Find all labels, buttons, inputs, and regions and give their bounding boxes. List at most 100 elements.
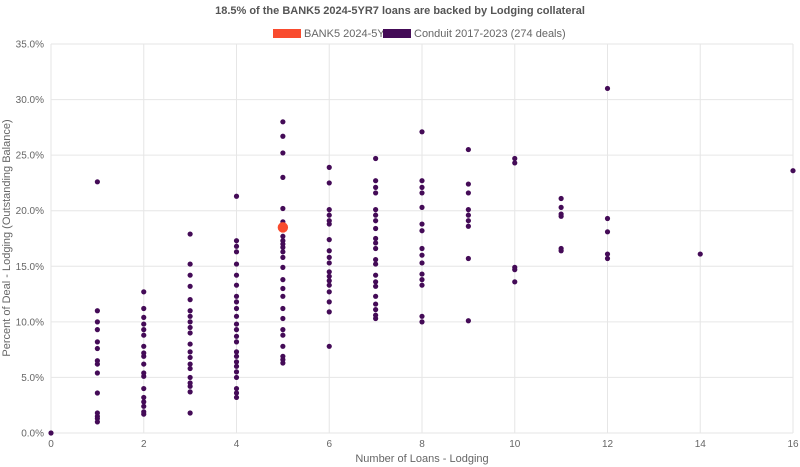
data-point-conduit [141,353,147,359]
data-point-conduit [141,327,147,333]
data-point-conduit [326,221,332,227]
data-point-conduit [326,278,332,284]
data-point-conduit [233,339,240,345]
data-point-conduit [373,301,379,307]
data-point-conduit [233,363,240,369]
data-point-conduit [187,324,193,331]
data-point-conduit [233,359,240,365]
data-point-conduit [233,394,240,401]
data-point-conduit [187,349,193,355]
data-point-conduit [233,313,240,319]
data-point-conduit [373,245,379,252]
data-point-conduit [465,181,471,187]
data-point-conduit [141,361,147,367]
data-point-conduit [465,218,471,224]
data-point-conduit [326,282,332,288]
x-tick-label: 4 [234,439,240,450]
y-tick-label: 25.0% [16,151,44,162]
data-point-conduit [187,297,193,303]
data-point-conduit [187,308,193,314]
data-point-conduit [373,207,379,213]
data-point-conduit [280,244,286,250]
data-point-conduit [373,178,379,184]
data-point-conduit [94,179,100,185]
data-point-conduit [141,394,147,401]
data-point-conduit [373,307,379,313]
y-tick-label: 10.0% [16,317,44,328]
legend-label-bank5: BANK5 2024-5YR7 [304,28,399,40]
data-point-conduit [465,190,471,196]
data-point-conduit [419,313,425,319]
data-point-conduit [280,360,286,366]
data-point-conduit [141,305,147,312]
data-point-conduit [512,279,518,285]
data-point-conduit [48,430,54,436]
data-point-conduit [326,343,332,349]
data-point-conduit [326,299,332,305]
data-point-conduit [326,237,332,243]
data-point-conduit [697,251,703,257]
data-point-conduit [280,119,286,125]
data-point-conduit [233,390,240,396]
data-point-conduit [141,332,147,338]
series-bank5 [277,222,289,233]
x-axis-ticks: 0 2 4 6 8 10 12 14 16 [48,439,799,450]
data-point-conduit [141,399,147,405]
data-point-conduit [558,195,564,202]
data-point-conduit [187,330,193,336]
data-point-conduit [233,374,240,381]
data-point-conduit [94,339,100,345]
data-point-conduit [419,252,425,258]
data-point-conduit [419,260,425,266]
x-tick-label: 2 [141,439,147,450]
data-point-conduit [141,373,147,379]
data-point-conduit [280,174,286,180]
data-point-conduit [604,229,611,235]
data-point-conduit [233,385,240,392]
legend: BANK5 2024-5YR7 Conduit 2017-2023 (274 d… [273,28,566,40]
data-point-conduit [187,389,193,395]
data-point-conduit [233,333,240,339]
data-point-conduit [419,178,425,184]
data-point-conduit [512,160,518,166]
data-point-conduit [233,299,240,305]
data-point-conduit [233,261,240,267]
x-tick-label: 0 [48,439,54,450]
data-point-conduit [373,261,379,267]
data-point-conduit [604,255,611,262]
data-point-conduit [141,403,147,409]
data-point-conduit [558,213,564,219]
data-point-conduit [280,233,286,239]
data-point-conduit [326,212,332,218]
data-point-conduit [94,419,100,425]
data-point-conduit [326,309,332,315]
legend-label-conduit: Conduit 2017-2023 (274 deals) [414,28,566,40]
data-point-conduit [373,190,379,196]
data-point-conduit [373,212,379,218]
data-point-conduit [187,354,193,361]
data-point-conduit [233,193,240,199]
data-point-conduit [187,383,193,389]
data-point-conduit [187,361,193,367]
data-point-conduit [233,238,240,244]
data-point-conduit [373,184,379,190]
x-tick-label: 14 [695,439,707,450]
x-axis-title: Number of Loans - Lodging [355,453,488,465]
data-point-conduit [326,269,332,275]
data-point-conduit [419,277,425,283]
data-point-conduit [187,261,193,267]
data-point-conduit [280,332,286,338]
data-point-conduit [326,207,332,213]
data-point-conduit [233,272,240,278]
data-point-conduit [373,293,379,299]
data-point-conduit [465,255,471,262]
x-tick-label: 6 [326,439,332,450]
data-point-conduit [419,245,425,252]
data-point-conduit [373,218,379,224]
data-point-conduit [604,251,611,257]
data-point-conduit [187,410,193,416]
data-point-conduit [373,279,379,285]
data-point-conduit [465,207,471,213]
chart-title: 18.5% of the BANK5 2024-5YR7 loans are b… [215,5,585,17]
